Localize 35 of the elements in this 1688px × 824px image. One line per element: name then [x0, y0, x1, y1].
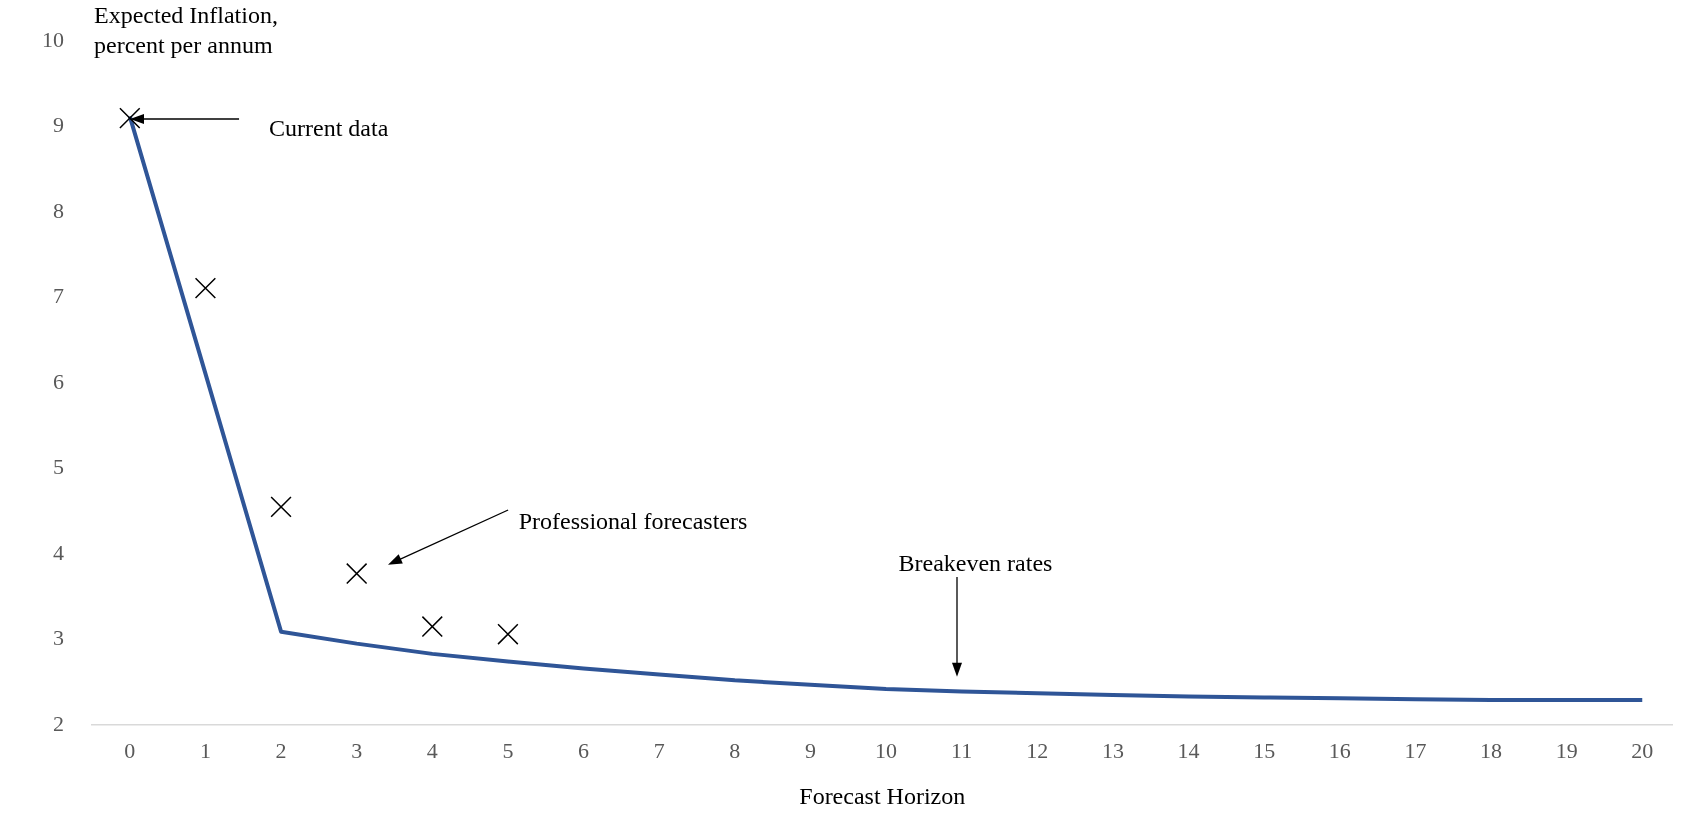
annotation: Breakeven rates	[898, 549, 1053, 579]
x-tick-label: 1	[199, 737, 211, 763]
x-tick-label: 15	[1253, 737, 1276, 763]
x-tick-label: 19	[1555, 737, 1578, 763]
y-axis-title: Expected Inflation, percent per annum	[94, 1, 278, 60]
y-tick-label: 8	[53, 197, 64, 223]
y-tick-label: 7	[53, 283, 64, 309]
x-tick-label: 10	[875, 737, 898, 763]
x-tick-label: 3	[351, 737, 363, 763]
x-tick-label: 9	[804, 737, 816, 763]
x-tick-label: 11	[951, 737, 973, 763]
y-tick-label: 9	[53, 112, 64, 138]
x-tick-label: 0	[124, 737, 136, 763]
x-tick-label: 7	[653, 737, 665, 763]
x-tick-label: 18	[1480, 737, 1503, 763]
y-tick-label: 5	[53, 454, 64, 480]
y-tick-label: 3	[53, 625, 64, 651]
x-tick-label: 8	[729, 737, 741, 763]
y-tick-label: 2	[53, 710, 64, 736]
x-axis-title: Forecast Horizon	[799, 782, 966, 809]
y-tick-label: 6	[53, 368, 64, 394]
x-tick-label: 16	[1328, 737, 1351, 763]
x-tick-label: 13	[1101, 737, 1124, 763]
y-tick-label: 4	[53, 539, 64, 565]
x-tick-label: 14	[1177, 737, 1200, 763]
annotation: Professional forecasters	[518, 507, 748, 537]
x-tick-label: 2	[275, 737, 287, 763]
x-tick-label: 20	[1631, 737, 1654, 763]
x-tick-label: 17	[1404, 737, 1427, 763]
x-tick-label: 12	[1026, 737, 1049, 763]
y-tick-label: 10	[42, 26, 64, 52]
x-tick-label: 5	[502, 737, 514, 763]
x-tick-label: 4	[426, 737, 438, 763]
annotation: Current data	[269, 114, 389, 143]
x-tick-label: 6	[578, 737, 590, 763]
